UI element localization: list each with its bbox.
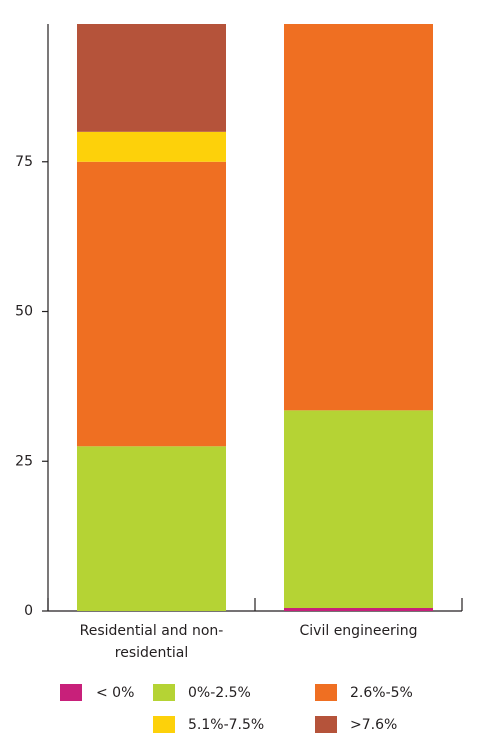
y-tick-label: 25 bbox=[15, 453, 33, 469]
bar-segment bbox=[77, 446, 226, 611]
legend-label: 2.6%-5% bbox=[350, 685, 413, 701]
legend-label: >7.6% bbox=[350, 717, 397, 733]
bar-segment bbox=[77, 161, 226, 447]
bar-segment bbox=[77, 24, 226, 132]
y-tick-label: 75 bbox=[15, 154, 33, 170]
legend-swatch bbox=[153, 684, 175, 701]
x-tick-label: Residential and non-residential bbox=[79, 623, 224, 661]
y-tick-label: 0 bbox=[24, 603, 33, 619]
legend-label: 0%-2.5% bbox=[188, 685, 251, 701]
legend-swatch bbox=[315, 716, 337, 733]
legend-swatch bbox=[153, 716, 175, 733]
x-tick-label: Civil engineering bbox=[299, 623, 418, 639]
bar-segment bbox=[77, 131, 226, 162]
bar-segment bbox=[284, 24, 433, 411]
bar-segment bbox=[284, 410, 433, 609]
legend-swatch bbox=[315, 684, 337, 701]
y-tick-label: 50 bbox=[15, 304, 33, 320]
legend-label: 5.1%-7.5% bbox=[188, 717, 264, 733]
bar-segment bbox=[284, 608, 433, 611]
legend-swatch bbox=[60, 684, 82, 701]
legend-label: < 0% bbox=[96, 685, 134, 701]
